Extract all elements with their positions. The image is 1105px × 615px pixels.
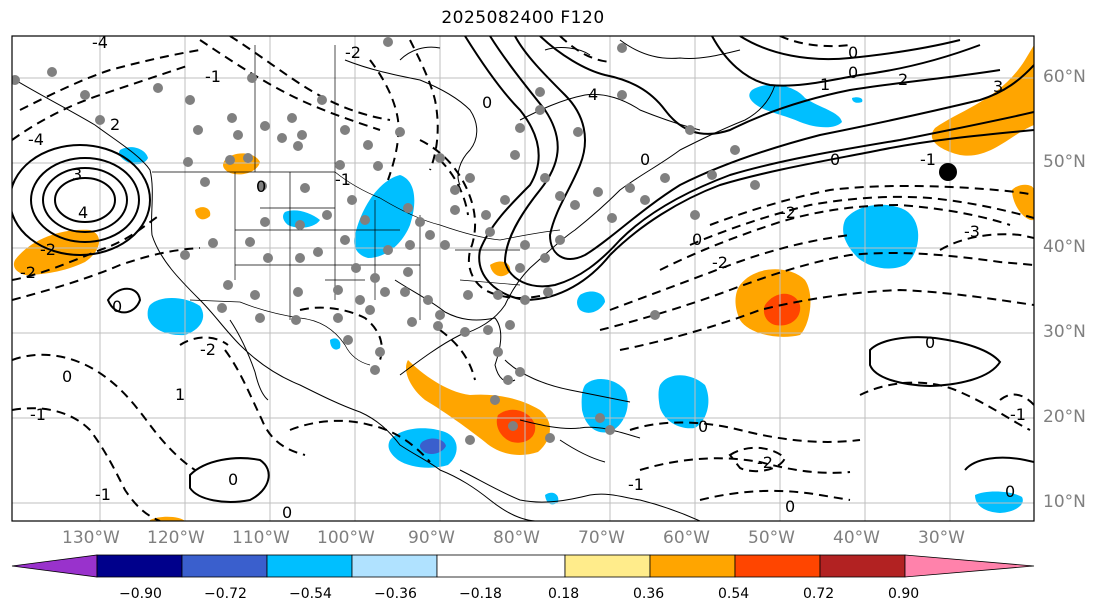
lon-label: 50°W (748, 528, 795, 548)
colorbar-tick-label: −0.90 (119, 586, 162, 602)
contour-label-2: 2 (898, 70, 908, 89)
map-frame (11, 35, 1035, 522)
contour-label-0: 0 (848, 43, 858, 62)
station-dots (12, 37, 760, 445)
contour-label-2: -2 (20, 263, 36, 282)
lon-label: 120°W (147, 528, 205, 548)
station-marker-black (939, 163, 957, 181)
lat-label: 60°N (1043, 67, 1086, 87)
lon-label: 90°W (408, 528, 455, 548)
lon-label: 80°W (493, 528, 540, 548)
colorbar-extend-high (904, 554, 1035, 578)
colorbar-bin (819, 554, 906, 578)
colorbar-extend-low (11, 554, 98, 578)
contour-label-2: -2 (345, 43, 361, 62)
lat-label: 30°N (1043, 322, 1086, 342)
contour-label-1: -1 (95, 485, 111, 504)
map-title: 2025082400 F120 (441, 8, 605, 28)
lon-label: 40°W (833, 528, 880, 548)
contour-label-0: 0 (692, 230, 702, 249)
political-borders (152, 45, 561, 366)
colorbar (11, 554, 1035, 578)
lat-label: 40°N (1043, 237, 1086, 257)
colorbar-bin (564, 554, 651, 578)
colorbar-bin (351, 554, 438, 578)
lon-label: 70°W (578, 528, 625, 548)
contour-label-2: -2 (712, 253, 728, 272)
contour-label-2: 2 (110, 115, 120, 134)
colorbar-bin (649, 554, 736, 578)
contour-label-2: -2 (40, 240, 56, 259)
contour-label-0: 0 (1005, 482, 1015, 501)
colorbar-bin (734, 554, 821, 578)
lon-label: 60°W (663, 528, 710, 548)
contour-label-0: 0 (282, 503, 292, 522)
contour-label-3: -4 (28, 130, 44, 149)
lon-label: 100°W (317, 528, 375, 548)
lat-label: 20°N (1043, 407, 1086, 427)
contour-label-1: -1 (920, 150, 936, 169)
contour-label-1: -1 (335, 170, 351, 189)
contour-label-2: -2 (200, 340, 216, 359)
colorbar-tick-label: −0.72 (204, 586, 247, 602)
contour-label-1: -1 (628, 475, 644, 494)
contour-label-4: 4 (78, 203, 88, 222)
colorbar-tick-label: 0.36 (633, 586, 665, 602)
solid-contours (12, 36, 1034, 503)
colorbar-tick-label: −0.54 (289, 586, 332, 602)
contour-label-0: 0 (830, 150, 840, 169)
contour-label-0: 0 (62, 367, 72, 386)
contour-label-3: 3 (72, 165, 82, 184)
colorbar-bin (96, 554, 183, 578)
contour-label-2: -2 (780, 203, 796, 222)
contour-label-1: 1 (820, 75, 830, 94)
colorbar-tick-label: 0.54 (718, 586, 750, 602)
lon-label: 130°W (62, 528, 120, 548)
lat-label: 10°N (1043, 492, 1086, 512)
graticule (12, 36, 1034, 521)
contour-label-0: 0 (640, 150, 650, 169)
contour-label-4: -4 (92, 33, 108, 52)
contour-label-3: 3 (993, 77, 1003, 96)
lon-label: 30°W (918, 528, 965, 548)
contour-labels: 4 3 -4 -2 -2 -1 -1 0 0 0 0 0 0 0 0 0 0 0… (20, 33, 1026, 522)
contour-label-0: 0 (228, 470, 238, 489)
contour-label-0: 0 (256, 177, 266, 196)
contour-label-0: 0 (785, 497, 795, 516)
coastlines (12, 39, 776, 521)
contour-label-1: -1 (205, 67, 221, 86)
contour-label-1: 1 (175, 385, 185, 404)
contour-label-0: 0 (482, 93, 492, 112)
contour-label-0: 0 (848, 63, 858, 82)
contour-label-4: 4 (588, 85, 598, 104)
colorbar-tick-label: 0.90 (888, 586, 920, 602)
contour-label-0: 0 (112, 297, 122, 316)
colorbar-tick-label: −0.18 (459, 586, 502, 602)
colorbar-tick-label: 0.18 (548, 586, 580, 602)
contour-label-1: -1 (1010, 405, 1026, 424)
colorbar-bin (266, 554, 353, 578)
lon-label: 110°W (232, 528, 290, 548)
contour-label-0: 0 (698, 417, 708, 436)
contour-label-3: -3 (964, 222, 980, 241)
colorbar-tick-label: −0.36 (374, 586, 417, 602)
lat-label: 50°N (1043, 152, 1086, 172)
contour-label-1: -1 (30, 405, 46, 424)
colorbar-bin (181, 554, 268, 578)
dashed-contours (12, 36, 1034, 521)
colorbar-tick-label: 0.72 (803, 586, 835, 602)
contour-label-0: 0 (925, 333, 935, 352)
colorbar-bin (436, 554, 566, 578)
contour-label-2: -2 (757, 453, 773, 472)
